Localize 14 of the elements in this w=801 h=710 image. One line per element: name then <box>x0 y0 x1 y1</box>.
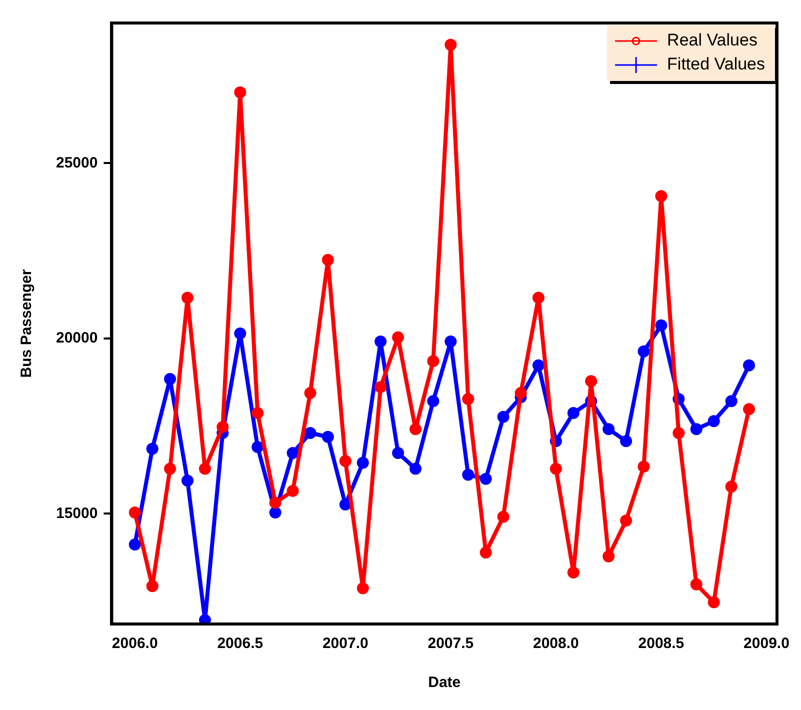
y-axis-title: Bus Passenger <box>18 269 36 378</box>
x-tick-label: 2009.0 <box>744 635 790 652</box>
y-tick-label: 20000 <box>56 330 98 347</box>
x-tick-label: 2008.5 <box>638 635 684 652</box>
y-tick-label: 15000 <box>56 504 98 522</box>
x-tick-label: 2006.0 <box>112 635 158 652</box>
x-axis-title: Date <box>428 674 461 692</box>
legend-label: Real Values <box>667 30 758 50</box>
x-tick-label: 2007.5 <box>428 635 474 652</box>
legend-label: Fitted Values <box>667 54 766 74</box>
y-tick-label: 25000 <box>56 154 98 172</box>
x-tick-label: 2008.0 <box>532 635 579 652</box>
x-tick-label: 2006.5 <box>217 635 264 652</box>
x-tick-label: 2007.0 <box>322 635 368 652</box>
